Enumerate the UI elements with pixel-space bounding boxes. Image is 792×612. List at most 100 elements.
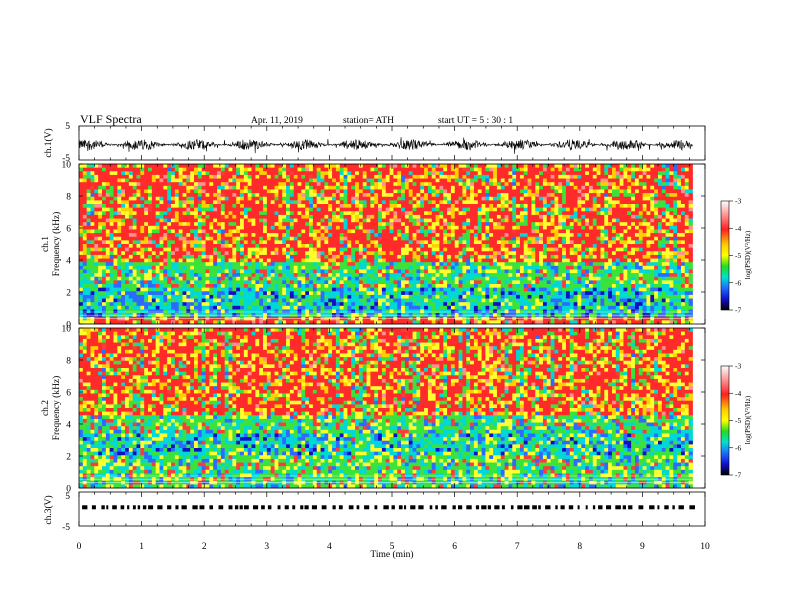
spectrogram-cell <box>485 316 490 321</box>
spectrogram-cell <box>485 178 490 183</box>
spectrogram-cell <box>151 193 157 198</box>
spectrogram-cell <box>205 294 210 299</box>
spectrogram-cell <box>213 258 218 263</box>
spectrogram-cell <box>247 262 252 267</box>
spectrogram-cell <box>301 164 306 169</box>
spectrogram-cell <box>481 258 486 263</box>
spectrogram-cell <box>278 302 283 307</box>
spectrogram-cell <box>151 265 157 270</box>
spectrogram-cell <box>255 218 260 223</box>
spectrogram-cell <box>82 164 88 169</box>
spectrogram-cell <box>251 182 256 187</box>
spectrogram-cell <box>389 240 394 245</box>
spectrogram-cell <box>500 247 505 252</box>
spectrogram-cell <box>194 207 199 212</box>
spectrogram-cell <box>454 269 459 274</box>
spectrogram-cell <box>220 167 226 172</box>
spectrogram-cell <box>427 185 433 190</box>
spectrogram-cell <box>194 174 199 179</box>
spectrogram-cell <box>255 298 260 303</box>
spectrogram-cell <box>393 320 398 325</box>
spectrogram-cell <box>458 309 463 314</box>
spectrogram-cell <box>473 167 479 172</box>
spectrogram-cell <box>401 247 406 252</box>
spectrogram-cell <box>171 254 176 259</box>
spectrogram-cell <box>109 178 114 183</box>
spectrogram-cell <box>378 174 383 179</box>
spectrogram-cell <box>301 302 306 307</box>
spectrogram-cell <box>251 196 256 201</box>
spectrogram-cell <box>343 171 348 176</box>
spectrogram-cell <box>470 171 475 176</box>
spectrogram-cell <box>397 251 402 256</box>
spectrogram-cell <box>190 251 195 256</box>
spectrogram-cell <box>109 298 114 303</box>
spectrogram-cell <box>485 196 490 201</box>
spectrogram-cell <box>309 305 314 310</box>
spectrogram-cell <box>485 265 490 270</box>
spectrogram-cell <box>347 284 352 289</box>
spectrogram-cell <box>266 316 272 321</box>
spectrogram-cell <box>278 240 283 245</box>
spectrogram-cell <box>473 302 479 307</box>
spectrogram-cell <box>167 269 172 274</box>
spectrogram-cell <box>332 178 337 183</box>
spectrogram-cell <box>140 287 145 292</box>
spectrogram-cell <box>132 185 137 190</box>
spectrogram-cell <box>117 320 122 325</box>
spectrogram-cell <box>140 178 145 183</box>
spectrogram-cell <box>224 193 229 198</box>
spectrogram-cell <box>209 320 214 325</box>
spectrogram-cell <box>201 265 206 270</box>
spectrogram-cell <box>117 254 122 259</box>
spectrogram-cell <box>220 309 226 314</box>
spectrogram-cell <box>381 309 387 314</box>
spectrogram-cell <box>416 320 421 325</box>
spectrogram-cell <box>270 174 275 179</box>
spectrogram-cell <box>477 280 482 285</box>
spectrogram-cell <box>240 182 245 187</box>
spectrogram-cell <box>320 269 325 274</box>
spectrogram-cell <box>144 291 149 296</box>
spectrogram-cell <box>416 294 421 299</box>
spectrogram-cell <box>278 305 283 310</box>
spectrogram-cell <box>450 189 456 194</box>
spectrogram-cell <box>197 254 203 259</box>
spectrogram-cell <box>136 305 141 310</box>
spectrogram-cell <box>274 276 279 281</box>
spectrogram-cell <box>282 254 287 259</box>
spectrogram-cell <box>458 193 463 198</box>
spectrogram-cell <box>251 309 256 314</box>
spectrogram-cell <box>343 247 348 252</box>
spectrogram-cell <box>335 247 341 252</box>
spectrogram-cell <box>328 211 333 216</box>
spectrogram-cell <box>470 262 475 267</box>
spectrogram-cell <box>167 233 172 238</box>
spectrogram-cell <box>125 200 130 205</box>
spectrogram-cell <box>404 280 410 285</box>
spectrogram-cell <box>473 316 479 321</box>
spectrogram-cell <box>109 247 114 252</box>
spectrogram-cell <box>213 211 218 216</box>
spectrogram-cell <box>209 182 214 187</box>
spectrogram-cell <box>466 309 471 314</box>
spectrogram-cell <box>167 276 172 281</box>
spectrogram-cell <box>201 225 206 230</box>
spectrogram-cell <box>148 229 153 234</box>
spectrogram-cell <box>481 222 486 227</box>
spectrogram-cell <box>201 273 206 278</box>
spectrogram-cell <box>439 167 444 172</box>
spectrogram-cell <box>493 167 498 172</box>
spectrogram-cell <box>263 189 268 194</box>
spectrogram-cell <box>174 174 180 179</box>
spectrogram-cell <box>470 200 475 205</box>
spectrogram-cell <box>496 273 502 278</box>
spectrogram-cell <box>496 298 502 303</box>
spectrogram-cell <box>293 276 298 281</box>
spectrogram-cell <box>259 302 264 307</box>
spectrogram-cell <box>243 269 249 274</box>
spectrogram-cell <box>201 254 206 259</box>
spectrogram-cell <box>232 233 237 238</box>
spectrogram-cell <box>381 214 387 219</box>
spectrogram-cell <box>385 273 390 278</box>
